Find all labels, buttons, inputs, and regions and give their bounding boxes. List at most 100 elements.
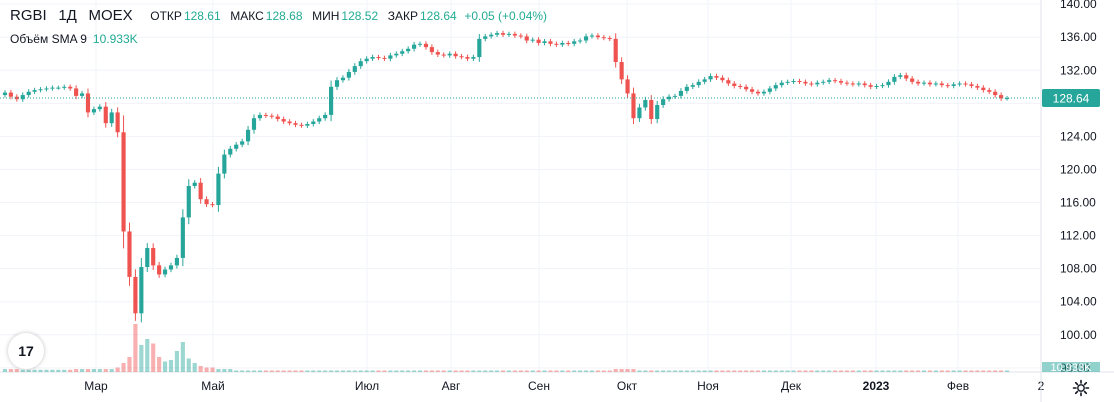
volume-bar <box>245 370 251 372</box>
candle-body <box>453 53 458 57</box>
candle-body <box>779 82 784 86</box>
volume-bar <box>14 369 19 372</box>
volume-bar <box>589 370 595 372</box>
candle-body <box>471 57 476 59</box>
candle-body <box>933 83 938 85</box>
candle-body <box>38 89 43 91</box>
volume-bar <box>880 370 885 372</box>
volume-bar <box>2 369 8 372</box>
candle-body <box>139 267 144 314</box>
candle-body <box>334 80 340 87</box>
volume-bar <box>275 370 280 372</box>
candle-body <box>548 41 553 44</box>
candle-body <box>684 86 689 91</box>
volume-bar <box>886 370 891 372</box>
candle-body <box>874 85 879 87</box>
candle-body <box>856 83 861 85</box>
volume-bar <box>862 370 867 372</box>
candle-body <box>145 248 150 268</box>
candle-body <box>655 104 660 120</box>
volume-bar <box>987 370 992 372</box>
candle-body <box>631 93 636 119</box>
volume-bar <box>791 370 796 372</box>
volume-axis-badge <box>1042 362 1100 372</box>
volume-bar <box>192 363 197 372</box>
candle-body <box>245 129 251 142</box>
volume-indicator-legend[interactable]: Объём SMA 9 10.933K <box>10 32 138 46</box>
volume-bar <box>423 370 429 372</box>
candle-body <box>186 186 191 218</box>
candle-body <box>204 199 209 205</box>
candle-body <box>495 33 500 35</box>
candle-body <box>44 88 49 90</box>
volume-bar <box>364 370 369 372</box>
candle-body <box>435 52 440 55</box>
candle-body <box>74 88 79 96</box>
candle-body <box>708 76 713 80</box>
candle-body <box>162 269 168 275</box>
x-tick-label: Июл <box>355 379 379 393</box>
volume-bar <box>868 370 873 372</box>
volume-bar <box>56 369 61 372</box>
y-tick-label: 140.00 <box>1060 0 1097 11</box>
candle-body <box>939 83 944 86</box>
candle-body <box>234 144 239 149</box>
candle-body <box>85 93 91 113</box>
candle-body <box>690 85 695 87</box>
volume-bar <box>44 369 49 372</box>
volume-bar <box>382 370 387 372</box>
high-label: МАКС <box>230 9 264 23</box>
candle-body <box>572 41 577 44</box>
candle-body <box>910 78 915 82</box>
candle-body <box>993 91 998 96</box>
candle-body <box>672 95 678 97</box>
candle-body <box>726 80 731 84</box>
candle-body <box>542 41 547 43</box>
volume-bar <box>62 369 67 372</box>
interval-label[interactable]: 1Д <box>58 7 77 24</box>
volume-bar <box>536 370 541 372</box>
tradingview-logo[interactable]: 17 <box>8 333 44 369</box>
volume-bar <box>8 369 13 372</box>
candle-body <box>500 33 506 35</box>
candle-body <box>198 182 203 200</box>
volume-bar <box>133 324 138 372</box>
volume-bar <box>844 370 850 372</box>
volume-bar <box>32 369 37 372</box>
candle-body <box>560 42 565 45</box>
y-tick-label: 116.00 <box>1060 196 1096 210</box>
candle-body <box>833 80 838 82</box>
volume-bar <box>963 370 968 372</box>
candle-body <box>850 83 855 85</box>
x-tick-label: Дек <box>781 379 802 393</box>
volume-bar <box>139 345 144 372</box>
volume-bar <box>103 369 108 372</box>
candle-body <box>370 57 375 59</box>
candle-body <box>892 76 897 82</box>
candle-body <box>506 33 512 35</box>
volume-bar <box>453 370 458 372</box>
volume-bar <box>305 370 310 372</box>
candle-body <box>210 204 215 206</box>
y-tick-label: 120.00 <box>1060 162 1097 176</box>
candle-body <box>447 53 452 56</box>
volume-bar <box>738 370 743 372</box>
candle-body <box>518 35 523 37</box>
volume-bar <box>892 370 897 372</box>
candle-body <box>317 118 322 122</box>
candle-body <box>862 83 867 86</box>
volume-bar <box>500 370 506 372</box>
volume-bar <box>376 370 381 372</box>
candle-body <box>916 81 921 84</box>
symbol-name[interactable]: RGBI <box>10 7 47 24</box>
volume-bar <box>655 370 660 372</box>
volume-bar <box>933 370 938 372</box>
candle-body <box>79 93 85 96</box>
candle-body <box>340 77 346 81</box>
volume-bar <box>601 370 606 372</box>
volume-bar <box>720 370 725 372</box>
candle-body <box>815 82 820 85</box>
gear-icon[interactable] <box>1070 377 1092 399</box>
volume-bar <box>228 369 233 372</box>
